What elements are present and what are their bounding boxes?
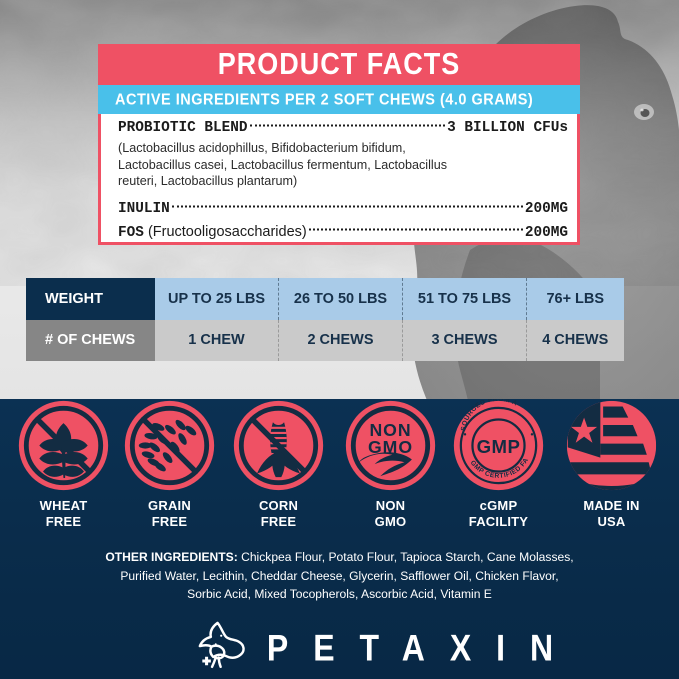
svg-text:GMP: GMP bbox=[477, 436, 521, 457]
